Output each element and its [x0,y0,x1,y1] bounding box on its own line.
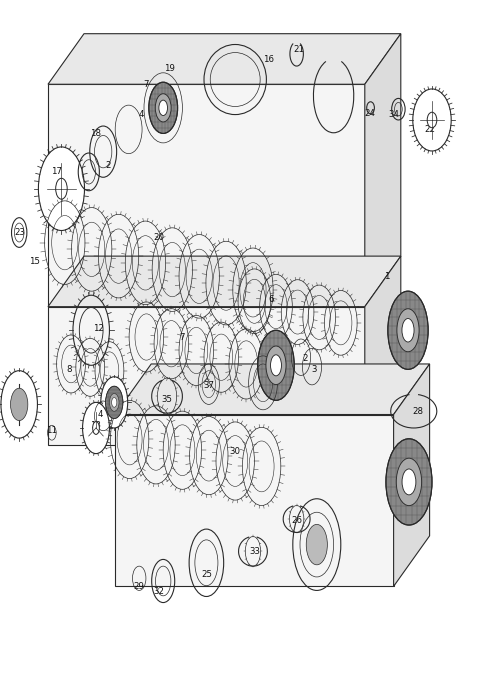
Text: 20: 20 [153,233,164,242]
Text: 35: 35 [162,394,172,404]
Text: 8: 8 [67,365,72,374]
Text: 31: 31 [411,489,422,498]
Ellipse shape [306,524,327,565]
Ellipse shape [1,371,37,438]
Text: 21: 21 [293,44,304,54]
Text: 2: 2 [302,354,308,363]
Ellipse shape [271,355,281,376]
Text: 9: 9 [403,324,408,334]
Text: 33: 33 [249,547,260,556]
Text: 29: 29 [134,582,144,591]
Ellipse shape [258,330,294,400]
Text: 30: 30 [230,447,240,456]
Text: 6: 6 [268,295,274,305]
Text: 1: 1 [384,272,389,281]
Ellipse shape [396,458,421,506]
Text: 24: 24 [364,109,375,118]
Text: 36: 36 [273,365,284,374]
Polygon shape [48,307,365,445]
Text: 25: 25 [201,570,212,579]
Text: 34: 34 [388,110,399,119]
Ellipse shape [112,398,117,407]
Text: 2: 2 [105,160,111,170]
Ellipse shape [149,82,178,133]
Polygon shape [115,415,394,586]
Text: 7: 7 [144,80,149,89]
Text: 10: 10 [261,379,272,389]
Ellipse shape [106,386,123,419]
Text: 12: 12 [93,324,104,333]
Text: 27: 27 [315,553,326,563]
Polygon shape [365,34,401,307]
Polygon shape [394,364,430,586]
Text: 4: 4 [98,410,104,419]
Ellipse shape [402,319,414,342]
Ellipse shape [156,94,171,122]
Text: 16: 16 [264,55,274,64]
Ellipse shape [83,402,109,454]
Polygon shape [48,34,401,84]
Ellipse shape [101,377,128,428]
Text: 17: 17 [51,167,62,177]
Ellipse shape [93,422,99,434]
Polygon shape [48,84,365,307]
Ellipse shape [159,100,168,115]
Ellipse shape [11,388,28,421]
Text: 3: 3 [312,365,317,374]
Text: 5: 5 [163,96,168,106]
Ellipse shape [111,396,118,408]
Text: 11: 11 [47,425,57,435]
Ellipse shape [388,291,428,369]
Text: 18: 18 [91,129,101,138]
Polygon shape [48,256,401,307]
Text: 37: 37 [204,381,214,390]
Text: 26: 26 [291,516,302,525]
Ellipse shape [38,147,84,231]
Ellipse shape [109,394,119,411]
Polygon shape [365,256,401,445]
Polygon shape [115,364,430,415]
Text: 7: 7 [180,332,185,342]
Text: 28: 28 [412,406,423,416]
Text: 22: 22 [425,125,435,134]
Ellipse shape [413,89,451,151]
Text: 5: 5 [115,400,120,409]
Ellipse shape [266,346,286,385]
Text: 19: 19 [164,64,174,73]
Ellipse shape [56,178,67,200]
Text: 15: 15 [29,257,40,266]
Ellipse shape [402,469,416,495]
Ellipse shape [427,112,437,127]
Text: 32: 32 [154,587,165,596]
Text: 14: 14 [15,401,25,410]
Ellipse shape [14,396,24,412]
Text: 4: 4 [139,110,144,119]
Text: 13: 13 [91,421,101,431]
Ellipse shape [397,309,419,352]
Text: 23: 23 [15,228,25,237]
Ellipse shape [386,439,432,525]
